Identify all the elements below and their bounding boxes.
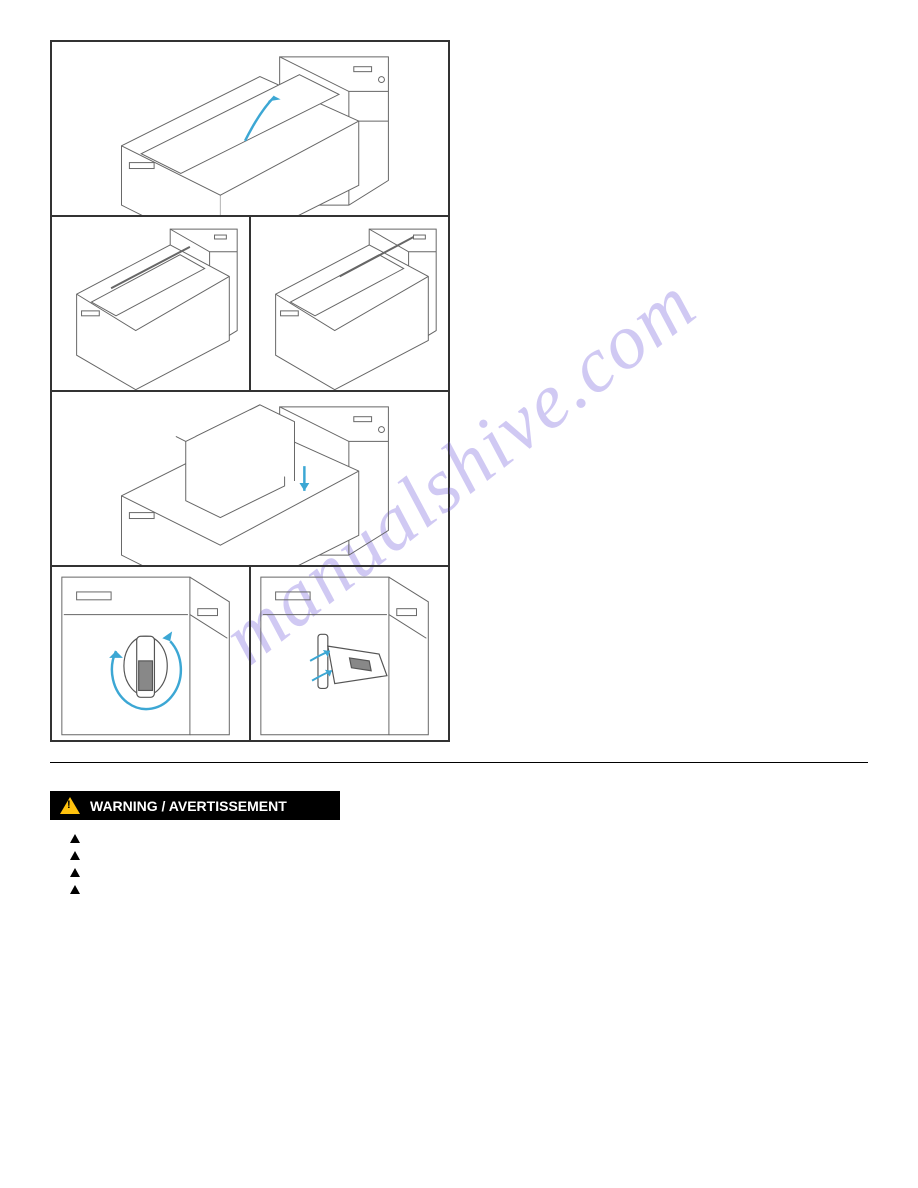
warning-item [70,832,868,843]
bullet-icon [70,868,80,877]
bullet-icon [70,834,80,843]
drawer-bar-a-svg [52,217,249,390]
warning-item [70,866,868,877]
diagram-grid [50,40,450,742]
diagram-drawer-bar-b [250,216,449,391]
warning-text: WARNING / AVERTISSEMENT [90,798,287,814]
drawer-bar-b-svg [251,217,448,390]
bullet-icon [70,851,80,860]
warning-triangle-icon [60,797,80,814]
warning-list [50,832,868,894]
cabinet-drawer-arrow-svg [52,42,448,215]
diagram-lock-fold [250,566,449,741]
section-divider [50,762,868,763]
diagram-drawer-bar-a [51,216,250,391]
lock-fold-svg [251,567,448,740]
diagram-drawer-arrow [51,41,449,216]
warning-item [70,849,868,860]
lock-rotate-svg [52,567,249,740]
files-insert-svg [52,392,448,565]
diagram-files-insert [51,391,449,566]
warning-item [70,883,868,894]
bullet-icon [70,885,80,894]
warning-label: WARNING / AVERTISSEMENT [50,791,340,820]
diagram-lock-rotate [51,566,250,741]
